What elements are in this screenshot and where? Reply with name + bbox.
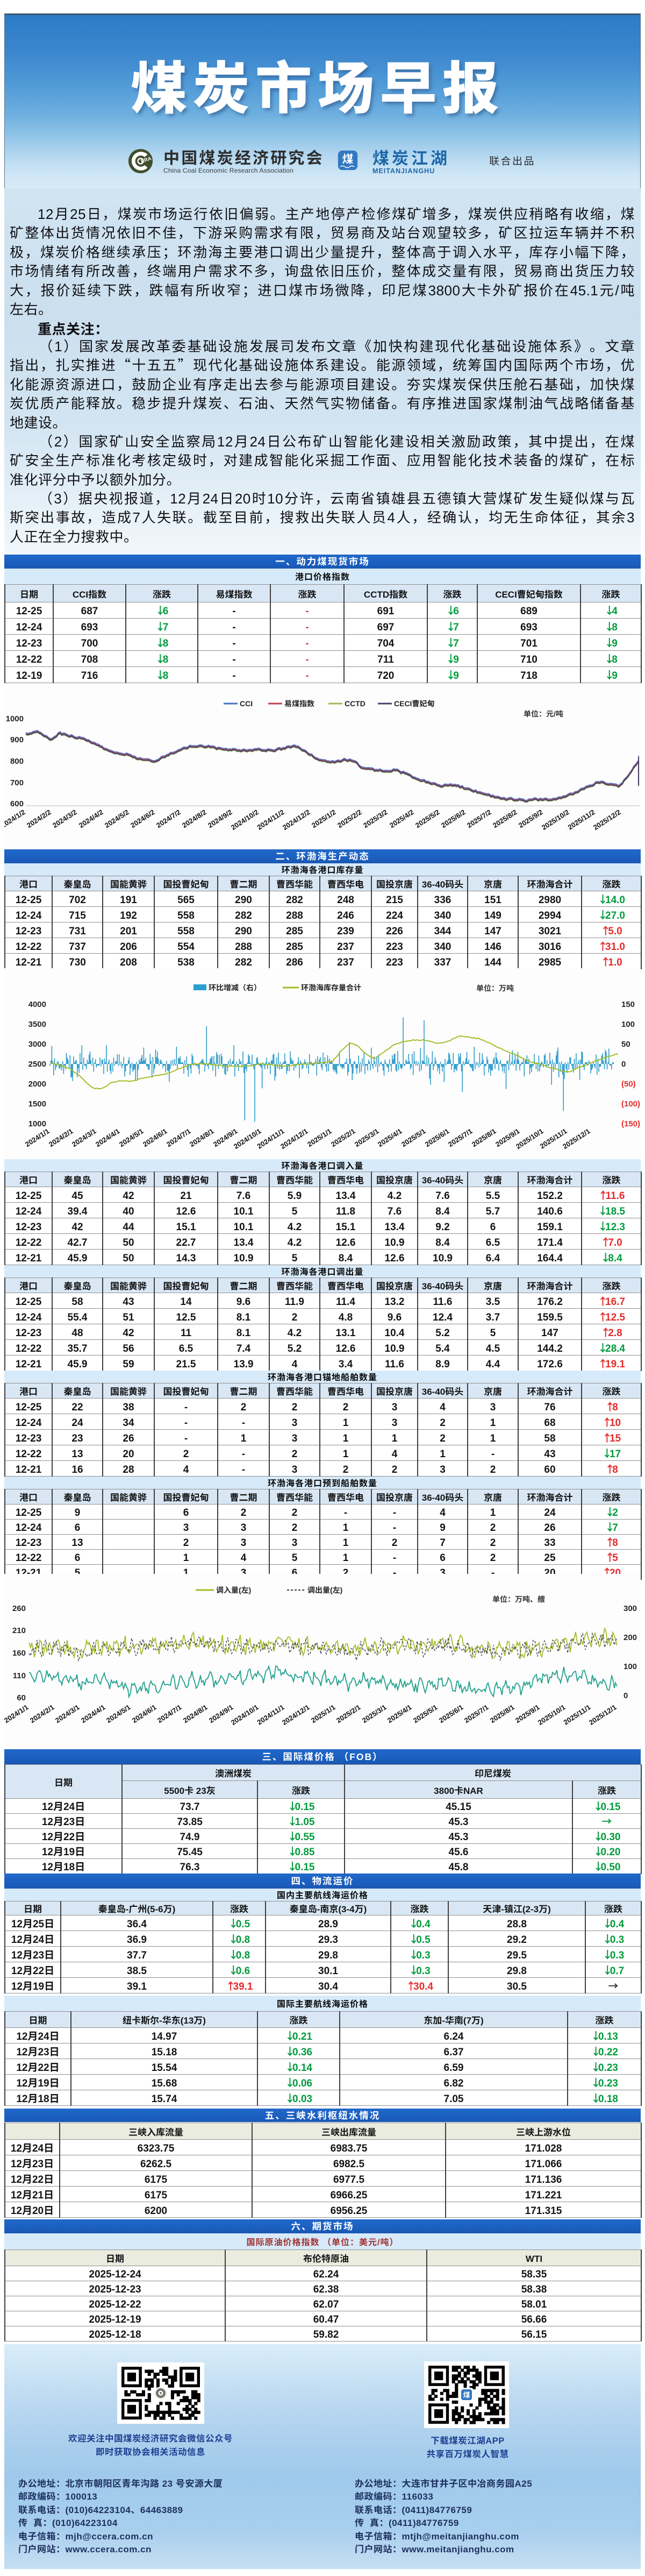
svg-text:单位：元/吨: 单位：元/吨: [524, 708, 563, 719]
svg-text:800: 800: [10, 755, 24, 767]
svg-text:0: 0: [624, 1690, 628, 1701]
svg-text:CCTD: CCTD: [345, 698, 366, 709]
svg-text:900: 900: [10, 734, 24, 745]
svg-text:单位：万吨、艘: 单位：万吨、艘: [492, 1594, 545, 1605]
svg-text:调出量(左): 调出量(左): [307, 1585, 342, 1595]
svg-text:600: 600: [10, 798, 24, 809]
svg-text:200: 200: [624, 1631, 637, 1643]
svg-text:50: 50: [621, 1038, 630, 1049]
svg-text:2000: 2000: [28, 1078, 46, 1089]
svg-text:2500: 2500: [28, 1058, 46, 1069]
svg-text:环比增减（右）: 环比增减（右）: [209, 982, 261, 993]
svg-text:100: 100: [621, 1018, 635, 1030]
svg-text:易煤指数: 易煤指数: [284, 698, 314, 709]
svg-text:1000: 1000: [28, 1118, 46, 1129]
svg-text:煤: 煤: [342, 150, 354, 166]
svg-text:300: 300: [624, 1602, 637, 1614]
svg-text:3500: 3500: [28, 1018, 46, 1030]
svg-text:(50): (50): [621, 1078, 636, 1089]
svg-text:110: 110: [13, 1670, 26, 1681]
svg-text:0: 0: [621, 1058, 626, 1069]
svg-text:150: 150: [621, 998, 635, 1010]
svg-text:环渤海库存量合计: 环渤海库存量合计: [301, 982, 361, 993]
svg-text:煤: 煤: [463, 2389, 470, 2400]
svg-text:60: 60: [17, 1692, 26, 1703]
svg-text:160: 160: [12, 1647, 26, 1658]
svg-text:700: 700: [10, 777, 24, 788]
svg-text:210: 210: [12, 1624, 26, 1636]
svg-text:3000: 3000: [28, 1038, 46, 1049]
svg-text:100: 100: [624, 1660, 637, 1672]
svg-text:调入量(左): 调入量(左): [216, 1585, 251, 1595]
svg-text:(150): (150): [621, 1118, 640, 1129]
svg-text:1000: 1000: [6, 713, 24, 724]
svg-text:(100): (100): [621, 1098, 640, 1109]
svg-text:CCI: CCI: [240, 698, 253, 709]
svg-text:4000: 4000: [28, 998, 46, 1010]
svg-text:260: 260: [12, 1602, 26, 1614]
svg-text:CECI曹妃甸: CECI曹妃甸: [394, 698, 434, 709]
svg-text:单位：万吨: 单位：万吨: [476, 983, 514, 994]
svg-text:1500: 1500: [28, 1098, 46, 1109]
